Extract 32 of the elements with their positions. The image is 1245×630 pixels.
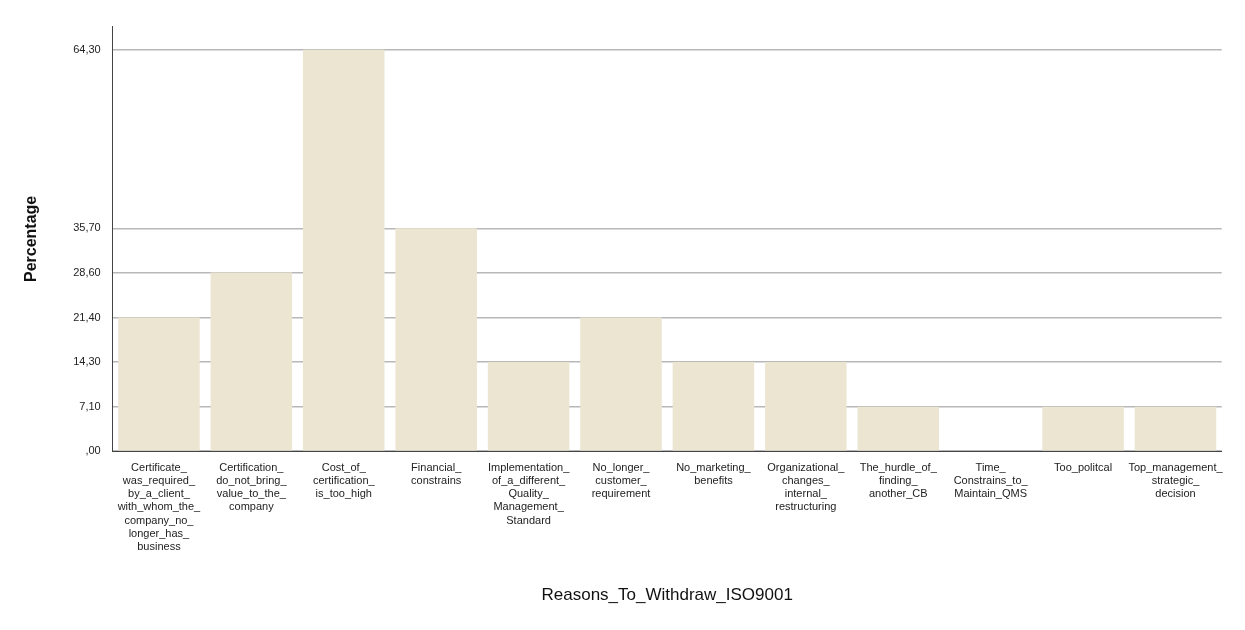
bar: [118, 317, 200, 451]
y-tick-label: ,00: [85, 444, 101, 457]
y-axis-title: Percentage: [22, 195, 40, 283]
x-tick-label: No_longer_customer_requirement: [591, 460, 651, 500]
x-tick-label: Organizational_changes_internal_restructuring: [767, 460, 846, 513]
x-tick-label: Financial_constrains: [411, 460, 463, 487]
x-axis-title: Reasons_To_Withdraw_ISO9001: [541, 585, 793, 605]
x-tick-label: Cost_of_certification_is_too_high: [312, 460, 376, 500]
x-tick-label: Too_politcal: [1054, 460, 1113, 473]
y-tick-label: 7,10: [79, 399, 101, 412]
x-tick-label: Time_Constrains_to_Maintain_QMS: [953, 460, 1029, 500]
x-tick-label: Top_management_strategic_decision: [1128, 460, 1224, 500]
bar: [395, 228, 477, 451]
y-tick-label: 28,60: [73, 265, 101, 278]
y-tick-label: 21,40: [73, 310, 101, 323]
bar: [1042, 406, 1124, 451]
bar: [672, 361, 755, 451]
bar: [303, 49, 385, 451]
x-tick-label: No_marketing_benefits: [676, 460, 752, 487]
y-tick-label: 35,70: [73, 221, 101, 234]
y-tick-label: 64,30: [73, 42, 101, 55]
bar: [1134, 406, 1217, 451]
bar: [487, 361, 570, 451]
x-tick-label: The_hurdle_of_finding_another_CB: [859, 460, 938, 500]
x-tick-label: Certification_do_not_bring_value_to_the_company: [216, 460, 288, 513]
x-tick-label: Certificate_was_required_by_a_client_with_whom_the_company_no_longer_has_business: [116, 460, 202, 553]
y-tick-label: 14,30: [73, 354, 101, 367]
bar: [857, 406, 940, 451]
bar: [580, 317, 662, 451]
bar: [765, 361, 847, 451]
bar: [210, 272, 293, 451]
x-tick-label: Implementation_of_a_different_Quality_Management_Standard: [487, 460, 571, 526]
